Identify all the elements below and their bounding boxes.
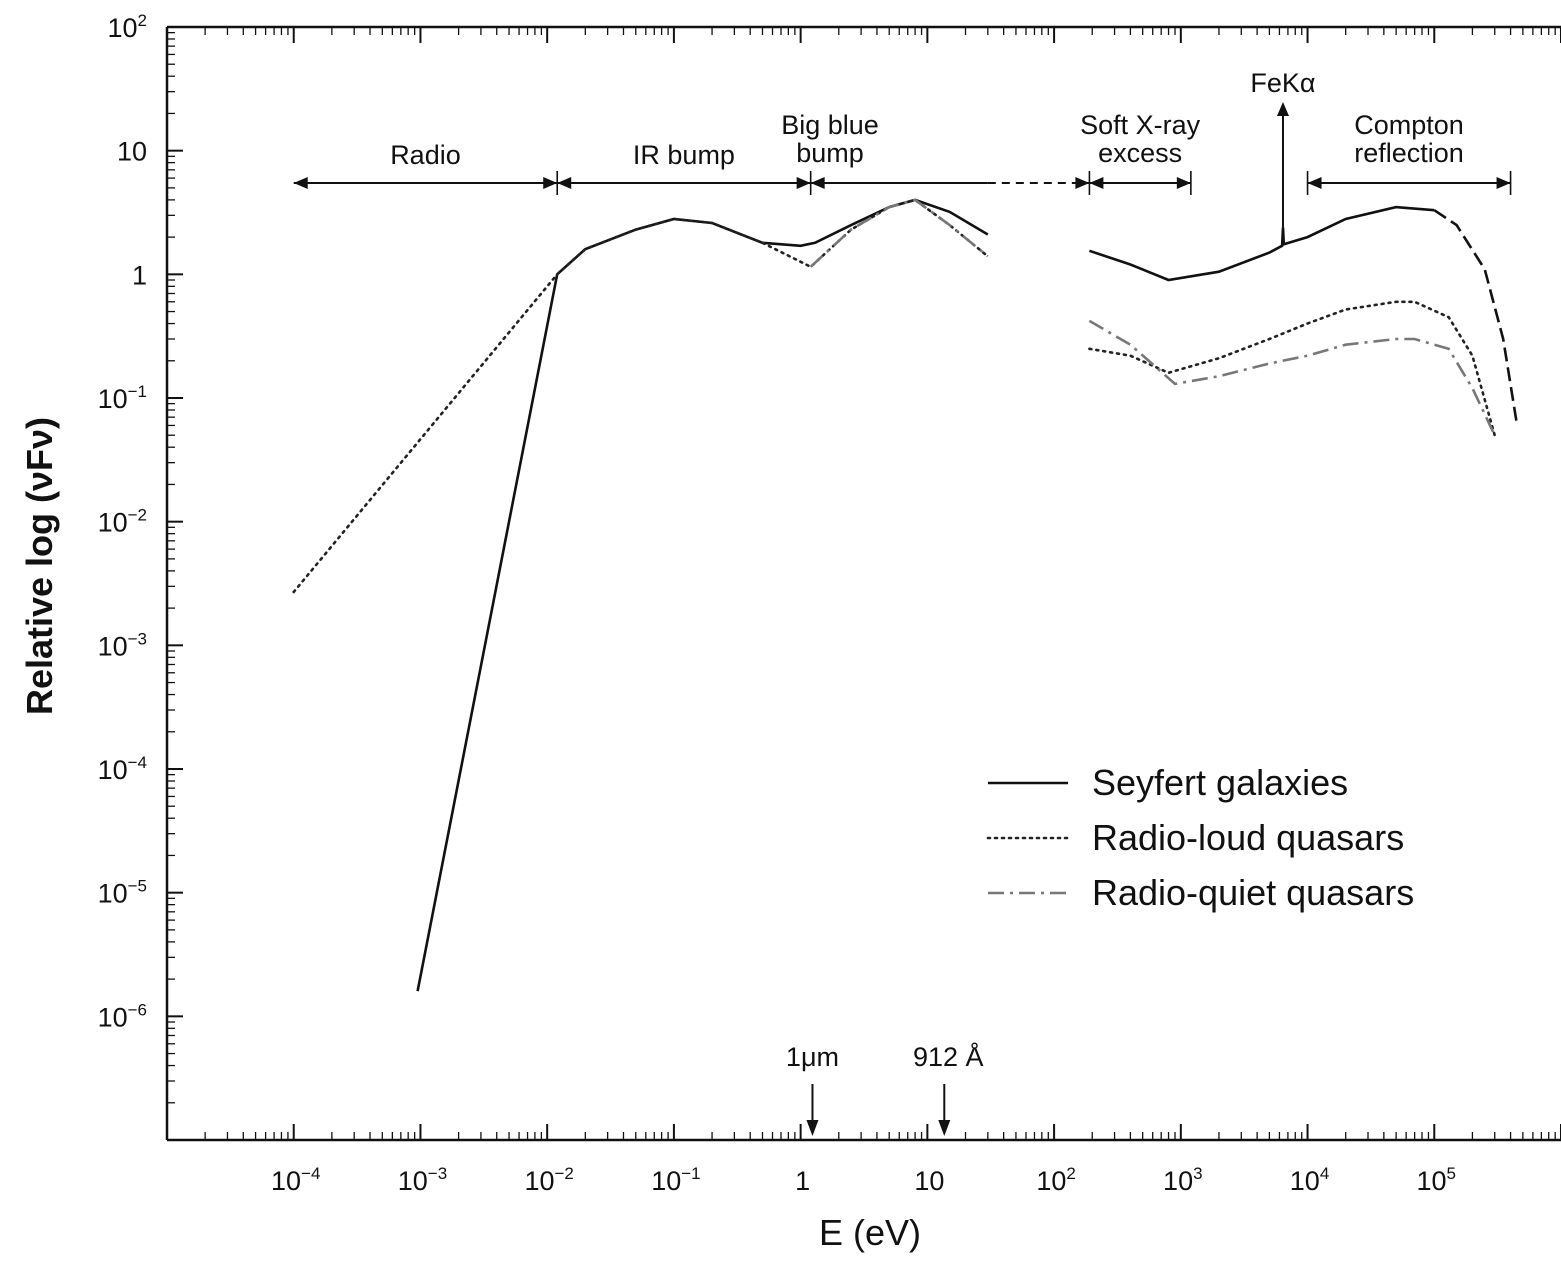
marker-arrow-head [938,1120,951,1136]
x-tick-label: 10 [914,1166,944,1196]
region-label: Big blue [781,110,879,140]
y-tick-label: 10−3 [98,629,147,661]
legend-label: Radio-loud quasars [1092,817,1404,858]
region-label: Radio [390,140,461,170]
marker-label: 1μm [786,1042,839,1072]
x-tick-label: 10−3 [398,1164,447,1196]
y-tick-label: 1 [132,260,147,290]
y-tick-label: 10 [117,137,147,167]
arrow-head [796,177,811,189]
series-line-2-0 [809,198,989,268]
legend-label: Seyfert galaxies [1092,762,1348,803]
y-axis-title: Relative log (νFν) [19,417,60,715]
y-tick-label: 10−2 [98,506,147,538]
arrow-head [543,177,558,189]
y-tick-label: 10−5 [98,877,147,909]
arrow-head [1176,177,1191,189]
y-tick-label: 102 [107,11,147,43]
x-axis-title: E (eV) [819,1212,921,1253]
arrow-head [810,177,825,189]
region-label: bump [796,138,864,168]
region-label: excess [1098,138,1182,168]
x-tick-label: 10−1 [651,1164,700,1196]
series-line-1-0 [292,198,990,594]
y-tick-label: 10−6 [98,1000,147,1032]
arrow-head [1089,177,1104,189]
x-tick-label: 103 [1163,1164,1203,1196]
x-tick-label: 105 [1417,1164,1457,1196]
fek-label: FeKα [1250,68,1315,98]
region-label: Compton [1354,110,1464,140]
region-label: IR bump [633,140,735,170]
arrow-head [1075,177,1090,189]
y-tick-label: 10−4 [98,753,147,785]
series-line-2-1 [1088,319,1496,436]
series-line-0-0 [416,198,989,992]
arrow-head [1496,177,1511,189]
arrow-head [293,177,308,189]
arrow-head [557,177,572,189]
series-line-1-1 [1088,300,1496,437]
x-tick-label: 10−2 [524,1164,573,1196]
marker-label: 912 Å [913,1041,984,1072]
region-label: reflection [1354,138,1464,168]
legend-label: Radio-quiet quasars [1092,872,1414,913]
x-tick-label: 102 [1036,1164,1076,1196]
x-tick-label: 1 [795,1166,810,1196]
y-tick-label: 10−1 [98,382,147,414]
series-line-0-1 [1088,205,1435,282]
x-tick-label: 104 [1290,1164,1330,1196]
marker-arrow-head [806,1120,819,1136]
arrow-head [1307,177,1322,189]
seyfert-tail-line [1433,209,1519,426]
fek-arrow-head [1276,102,1289,116]
region-label: Soft X-ray [1080,110,1201,140]
x-tick-label: 10−4 [271,1164,320,1196]
